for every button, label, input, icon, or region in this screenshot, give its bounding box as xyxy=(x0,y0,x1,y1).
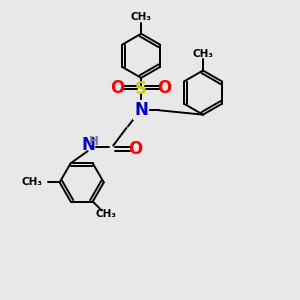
Text: CH₃: CH₃ xyxy=(95,209,116,219)
Text: S: S xyxy=(135,80,147,98)
Text: N: N xyxy=(82,136,95,154)
Text: O: O xyxy=(158,79,172,97)
Text: O: O xyxy=(110,79,125,97)
Text: H: H xyxy=(88,135,98,148)
Text: CH₃: CH₃ xyxy=(193,49,214,59)
Text: O: O xyxy=(128,140,142,158)
Text: N: N xyxy=(134,101,148,119)
Text: CH₃: CH₃ xyxy=(131,13,152,22)
Text: CH₃: CH₃ xyxy=(22,177,43,188)
